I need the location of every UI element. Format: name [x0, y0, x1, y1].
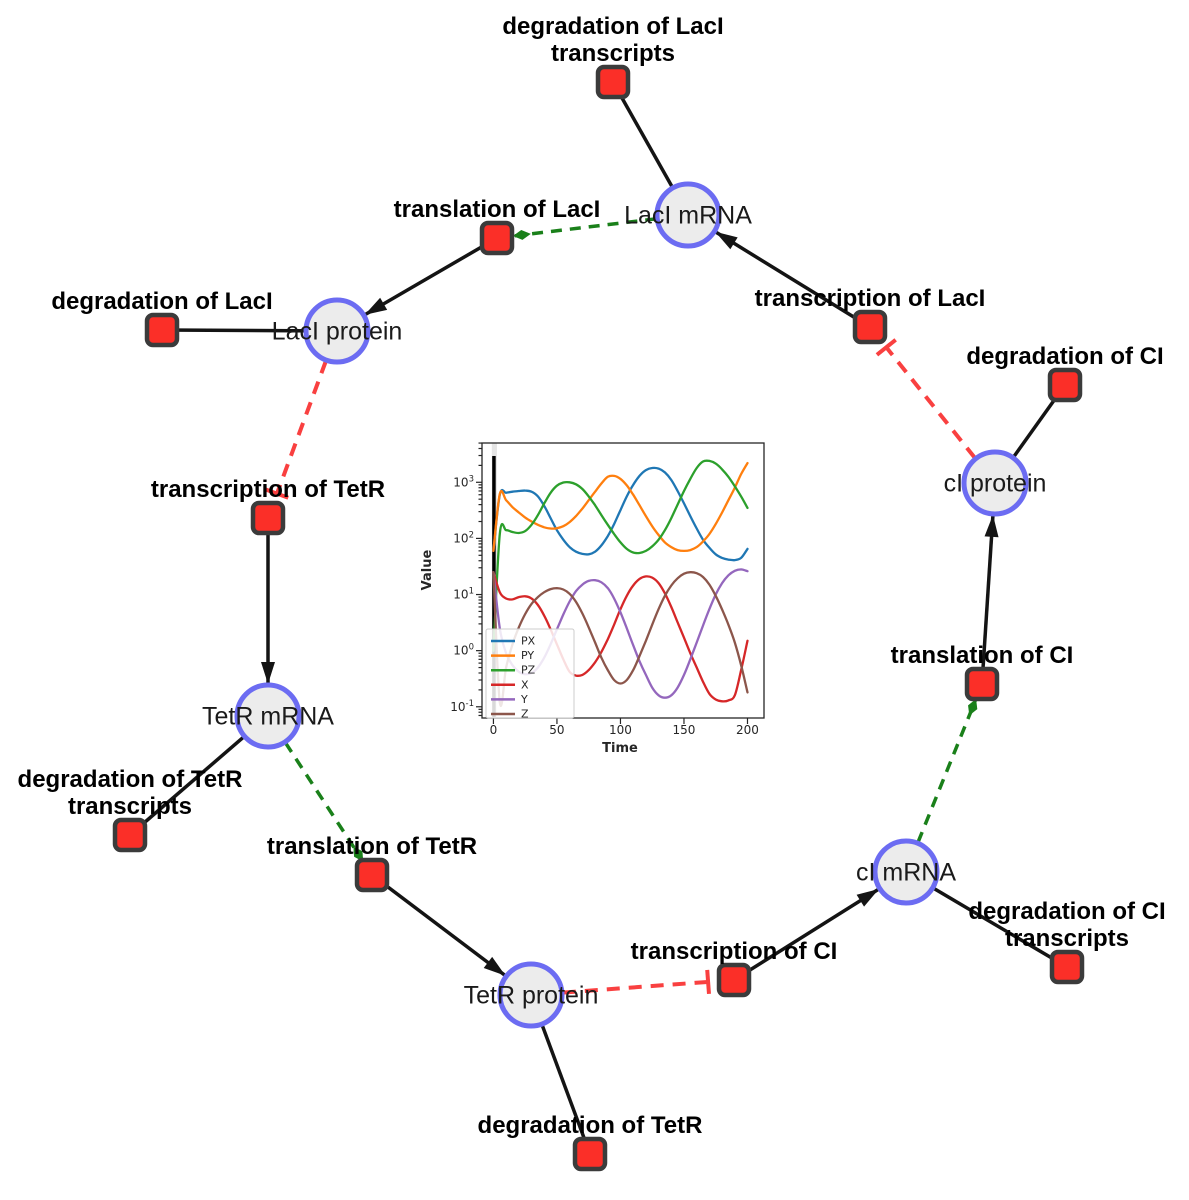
reaction-node-transcription-of-ci[interactable]	[716, 962, 752, 998]
edge-modifier-laci-mrna-to-translation-of-laci	[512, 217, 657, 240]
reaction-node-transcription-of-tetr[interactable]	[250, 500, 286, 536]
legend-label-y: Y	[520, 693, 528, 706]
x-tick-label: 200	[736, 723, 759, 737]
reaction-node-translation-of-tetr[interactable]	[354, 857, 390, 893]
reaction-label-transcription-of-ci: transcription of CI	[631, 938, 838, 965]
y-tick-label: 103	[453, 474, 474, 489]
species-label-tetr-mrna: TetR mRNA	[202, 702, 334, 730]
edge-production-transcription-of-ci-to-ci-mrna	[733, 888, 880, 982]
series-curve-x	[492, 571, 749, 703]
species-node-ci-mrna[interactable]	[872, 838, 940, 906]
edge-inhibition-ci-protein-to-transcription-of-laci	[875, 338, 977, 460]
y-tick-label: 100	[453, 643, 474, 658]
species-label-laci-protein: LacI protein	[272, 317, 403, 345]
reaction-label-degradation-of-tetr-transcripts: degradation of TetR transcripts	[18, 766, 243, 820]
species-label-ci-mrna: cI mRNA	[856, 858, 956, 886]
x-tick-label: 50	[549, 723, 564, 737]
x-tick-label: 150	[673, 723, 696, 737]
edge-inhibition-tetr-protein-to-transcription-of-ci	[562, 969, 711, 995]
y-tick-label: 101	[453, 587, 474, 602]
series-curve-z	[492, 571, 749, 707]
reaction-node-transcription-of-laci[interactable]	[852, 309, 888, 345]
edge-inhibition-laci-protein-to-transcription-of-tetr	[265, 360, 328, 500]
species-label-laci-mrna: LacI mRNA	[624, 201, 752, 229]
legend-box	[485, 628, 575, 719]
legend-label-px: PX	[521, 635, 536, 648]
reaction-node-degradation-of-ci-transcripts[interactable]	[1049, 949, 1085, 985]
edge-production-transcription-of-laci-to-laci-mrna	[715, 230, 871, 329]
labels-layer: LacI mRNA LacI protein cI protein TetR mRNA…	[18, 13, 1166, 1139]
x-axis-label: Time	[602, 741, 638, 756]
edge-production-translation-of-tetr-to-tetr-protein	[370, 873, 506, 977]
reaction-node-degradation-of-laci-transcripts[interactable]	[595, 64, 631, 100]
reaction-label-translation-of-laci: translation of LacI	[394, 196, 601, 223]
y-tick-label: 10-1	[450, 699, 474, 714]
legend-label-pz: PZ	[521, 664, 536, 677]
reaction-label-degradation-of-ci: degradation of CI	[966, 343, 1163, 370]
species-label-ci-protein: cI protein	[944, 469, 1047, 497]
legend-label-z: Z	[521, 708, 529, 721]
legend-label-x: X	[521, 678, 529, 691]
x-tick-label: 0	[490, 723, 498, 737]
x-tick-label: 100	[609, 723, 632, 737]
edge-modifier-tetr-mrna-to-translation-of-tetr	[284, 741, 364, 862]
y-tick-label: 102	[453, 530, 474, 545]
reaction-label-degradation-of-laci: degradation of LacI	[51, 288, 272, 315]
species-node-laci-protein[interactable]	[303, 297, 371, 365]
reaction-label-transcription-of-tetr: transcription of TetR	[151, 476, 385, 503]
species-node-laci-mrna[interactable]	[654, 181, 722, 249]
edge-modifier-ci-mrna-to-translation-of-ci	[916, 698, 978, 843]
reaction-node-degradation-of-tetr-transcripts[interactable]	[112, 817, 148, 853]
nodes-layer	[112, 64, 1085, 1172]
reaction-node-degradation-of-ci[interactable]	[1047, 367, 1083, 403]
reaction-label-degradation-of-ci-transcripts: degradation of CI transcripts	[968, 898, 1165, 952]
reaction-label-degradation-of-laci-transcripts: degradation of LacI transcripts	[502, 13, 723, 67]
series-curve-px	[492, 466, 749, 562]
axes-frame	[481, 442, 765, 719]
reaction-node-degradation-of-tetr[interactable]	[572, 1136, 608, 1172]
y-axis-label: Value	[420, 549, 435, 590]
species-node-tetr-protein[interactable]	[497, 961, 565, 1029]
series-curve-pz	[492, 459, 749, 652]
edge-production-translation-of-ci-to-ci-protein	[980, 514, 999, 685]
species-node-ci-protein[interactable]	[961, 449, 1029, 517]
edge-production-translation-of-laci-to-laci-protein	[364, 236, 498, 316]
reaction-node-translation-of-ci[interactable]	[964, 666, 1000, 702]
reaction-label-translation-of-tetr: translation of TetR	[267, 833, 477, 860]
legend-label-py: PY	[521, 649, 534, 662]
species-label-tetr-protein: TetR protein	[464, 981, 599, 1009]
reaction-node-translation-of-laci[interactable]	[479, 220, 515, 256]
series-curve-py	[492, 461, 749, 553]
species-node-tetr-mrna[interactable]	[234, 682, 302, 750]
reaction-label-transcription-of-laci: transcription of LacI	[755, 285, 986, 312]
reaction-label-translation-of-ci: translation of CI	[891, 642, 1074, 669]
reaction-label-degradation-of-tetr: degradation of TetR	[478, 1112, 703, 1139]
reaction-node-degradation-of-laci[interactable]	[144, 312, 180, 348]
